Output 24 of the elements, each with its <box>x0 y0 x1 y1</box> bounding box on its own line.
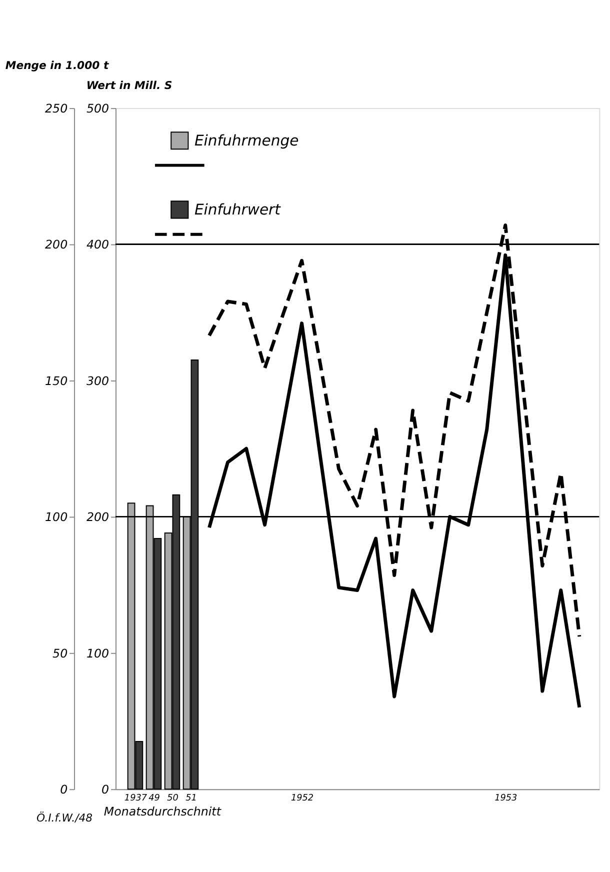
y2-tick-label: 400 <box>86 238 110 252</box>
y-tick-label: 200 <box>45 238 68 252</box>
x-tick-label: 1953 <box>494 793 518 804</box>
y-tick-label: 0 <box>60 782 68 797</box>
x-tick-label: 1937 <box>124 793 148 804</box>
y-tick-label: 50 <box>52 646 68 660</box>
x-axis-title: Monatsdurchschnitt <box>104 804 222 818</box>
y2-tick-label: 500 <box>86 101 110 116</box>
x-tick-label: 49 <box>148 793 160 804</box>
y-axis-title: Menge in 1.000 t <box>5 59 110 72</box>
y2-axis-title: Wert in Mill. S <box>86 78 172 92</box>
y2-tick-label: 200 <box>86 510 110 524</box>
y-tick-label: 250 <box>45 101 68 116</box>
y-tick-label: 100 <box>45 510 68 524</box>
y2-tick-label: 300 <box>86 374 110 388</box>
legend-label: Einfuhrmenge <box>194 132 299 150</box>
x-tick-label: 51 <box>186 793 197 804</box>
x-tick-label: 50 <box>167 793 179 804</box>
x-tick-label: 1952 <box>290 793 314 804</box>
y-tick-label: 150 <box>45 374 68 388</box>
legend-label: Einfuhrwert <box>194 202 282 219</box>
text: Ö.I.f.W./48 <box>36 812 93 825</box>
y2-tick-label: 100 <box>86 646 110 660</box>
y2-tick-label: 0 <box>102 782 110 797</box>
